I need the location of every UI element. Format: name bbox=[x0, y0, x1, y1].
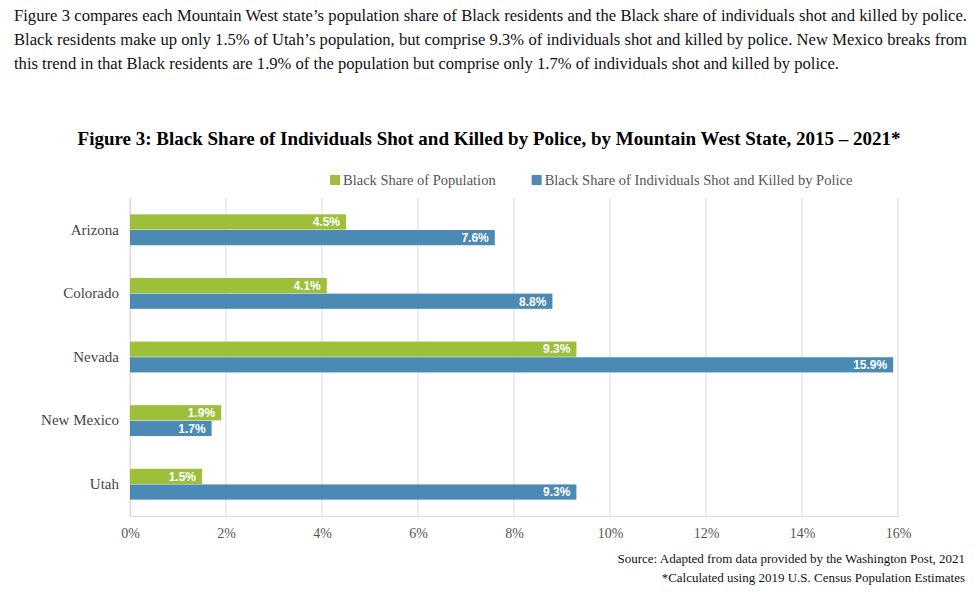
x-axis: 0% 2% 4% 6% 8% 10% 12% 14% 16% bbox=[121, 516, 912, 541]
title: Figure 3: Black Share of Individuals Sho… bbox=[78, 128, 901, 149]
legend: Black Share of Population Black Share of … bbox=[330, 172, 852, 188]
grid bbox=[130, 198, 898, 516]
grid-line bbox=[418, 198, 419, 516]
x-tick: 16% bbox=[886, 516, 912, 541]
bar bbox=[130, 278, 327, 293]
bar bbox=[130, 214, 346, 229]
data-label: 7.6% bbox=[461, 231, 489, 245]
data-labels: 4.5% 4.1% 9.3% 1.9% 1.5% 7.6% 8.8% 15.9% 1.7% 9.3… bbox=[169, 215, 888, 499]
grid-line bbox=[226, 198, 227, 516]
y-tick: New Mexico bbox=[41, 412, 130, 428]
bar bbox=[130, 342, 576, 357]
x-tick-label: 12% bbox=[694, 526, 720, 541]
data-label: 1.5% bbox=[169, 470, 197, 484]
bar bbox=[130, 484, 576, 499]
x-tick-label: 16% bbox=[886, 526, 912, 541]
x-tick-label: 8% bbox=[505, 526, 524, 541]
grid-line bbox=[514, 198, 515, 516]
bar bbox=[130, 230, 495, 245]
x-tick: 6% bbox=[409, 516, 428, 541]
x-tick-label: 4% bbox=[313, 526, 332, 541]
x-tick-label: 0% bbox=[121, 526, 140, 541]
x-tick: 4% bbox=[313, 516, 332, 541]
footnote: *Calculated using 2019 U.S. Census Popul… bbox=[662, 570, 965, 585]
x-tick-label: 2% bbox=[217, 526, 236, 541]
grid-line bbox=[130, 198, 131, 516]
x-tick-label: 6% bbox=[409, 526, 428, 541]
y-tick: Arizona bbox=[71, 222, 130, 238]
legend-swatch bbox=[330, 175, 340, 185]
y-tick: Nevada bbox=[73, 349, 130, 365]
data-label: 1.9% bbox=[188, 406, 216, 420]
y-tick: Utah bbox=[90, 476, 130, 492]
legend-label: Black Share of Population bbox=[343, 172, 496, 188]
x-tick: 10% bbox=[598, 516, 624, 541]
x-tick: 8% bbox=[505, 516, 524, 541]
x-axis-line bbox=[131, 516, 899, 517]
source-note: Source: Adapted from data provided by th… bbox=[618, 551, 966, 566]
x-tick: 2% bbox=[217, 516, 236, 541]
bar bbox=[130, 294, 552, 309]
grid-line bbox=[322, 198, 323, 516]
x-tick: 12% bbox=[694, 516, 720, 541]
y-tick-label: New Mexico bbox=[41, 412, 119, 428]
x-tick: 0% bbox=[121, 516, 140, 541]
bars bbox=[130, 214, 893, 499]
bar bbox=[130, 357, 893, 372]
x-tick: 14% bbox=[790, 516, 816, 541]
data-label: 4.5% bbox=[313, 215, 341, 229]
bar bbox=[130, 405, 221, 420]
chart: Figure 3: Black Share of Individuals Sho… bbox=[0, 0, 978, 594]
grid-line bbox=[706, 198, 707, 516]
y-tick-label: Nevada bbox=[73, 349, 119, 365]
grid-line bbox=[802, 198, 803, 516]
legend-label: Black Share of Individuals Shot and Kill… bbox=[545, 172, 853, 188]
x-tick-label: 14% bbox=[790, 526, 816, 541]
y-tick-label: Utah bbox=[90, 476, 120, 492]
x-tick-label: 10% bbox=[598, 526, 624, 541]
grid-line bbox=[610, 198, 611, 516]
data-label: 8.8% bbox=[519, 295, 547, 309]
y-tick-label: Colorado bbox=[63, 285, 119, 301]
data-label: 9.3% bbox=[543, 485, 571, 499]
data-label: 9.3% bbox=[543, 342, 571, 356]
bar bbox=[130, 421, 212, 436]
data-label: 15.9% bbox=[853, 358, 887, 372]
data-label: 1.7% bbox=[178, 422, 206, 436]
y-axis: Arizona Colorado Nevada New Mexico Utah bbox=[41, 199, 130, 517]
y-tick: Colorado bbox=[63, 285, 130, 301]
bar bbox=[130, 469, 202, 484]
y-tick-label: Arizona bbox=[71, 222, 120, 238]
legend-swatch bbox=[532, 175, 542, 185]
intro-paragraph: Figure 3 compares each Mountain West sta… bbox=[14, 4, 967, 76]
grid-line bbox=[898, 198, 899, 516]
data-label: 4.1% bbox=[293, 279, 321, 293]
